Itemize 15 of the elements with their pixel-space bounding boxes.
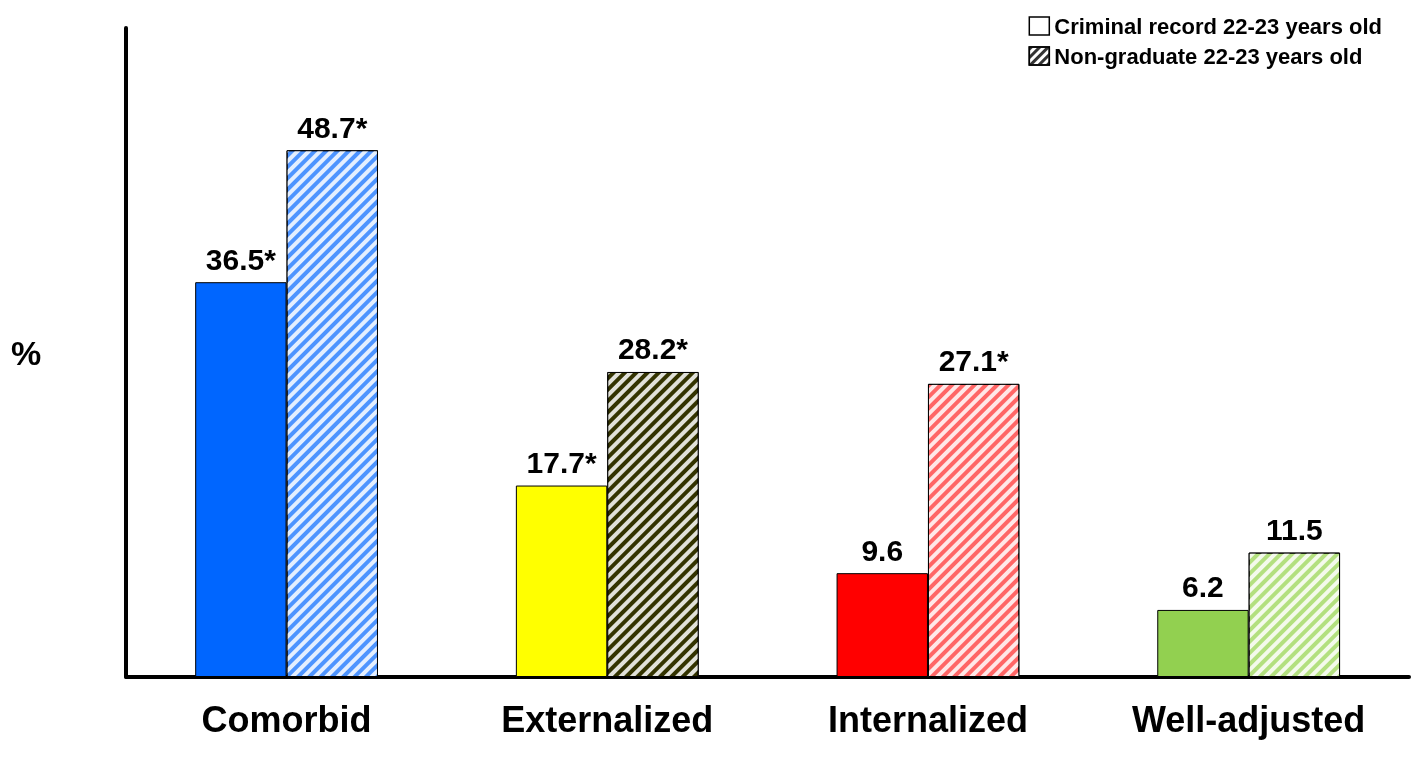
data-label: 9.6 [861, 533, 904, 567]
x-tick-label: Externalized [501, 698, 714, 740]
data-label: 17.7* [526, 446, 597, 480]
y-axis-title: % [11, 333, 42, 372]
data-label: 28.2* [617, 332, 689, 366]
x-tick-label: Internalized [827, 698, 1028, 740]
data-label: 11.5 [1265, 513, 1323, 547]
data-label: 27.1* [938, 344, 1010, 378]
x-tick-label: Comorbid [201, 698, 372, 740]
legend-label: Criminal record 22-23 years old [1054, 13, 1382, 39]
data-label: 36.5* [205, 242, 277, 276]
data-label: 48.7* [297, 110, 368, 144]
x-tick-label: Well-adjusted [1131, 698, 1366, 740]
data-label: 6.2 [1182, 570, 1224, 604]
legend-label: Non-graduate 22-23 years old [1054, 43, 1363, 69]
